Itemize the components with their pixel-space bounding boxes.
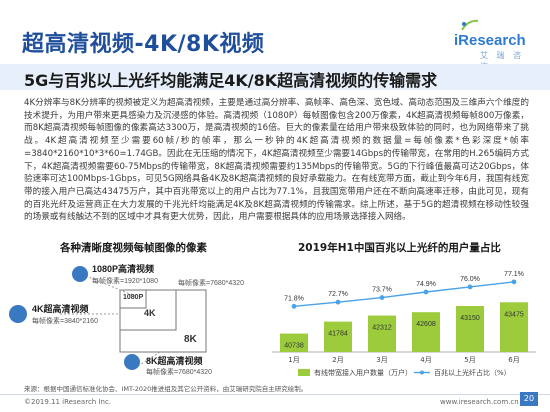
label-4k-px: 每帧像素=3840*2160 [32, 318, 98, 325]
box-8k-label: 8K [184, 334, 197, 345]
body-paragraph: 4K分辨率与8K分辨率的视频被定义为超高清视频，主要是通过高分辨率、高帧率、高色… [24, 98, 529, 223]
website-link[interactable]: www.iresearch.com.cn [440, 398, 519, 406]
x-tick-label: 2月 [332, 356, 343, 364]
label-1080p-px: 每帧像素=1920*1080 [92, 278, 158, 285]
subtitle-bar [0, 64, 550, 90]
legend-line-marker [420, 370, 424, 375]
line-point [335, 299, 341, 305]
legend-line-label: 百兆以上光纤占比（%） [434, 368, 511, 377]
page-subtitle: 5G与百兆以上光纤均能满足4K/8K超高清视频的传输需求 [24, 71, 438, 90]
label-1080p-name: 1080P高清视频 [92, 264, 155, 274]
bar-value-label: 41784 [328, 331, 348, 338]
connector-1080p [85, 275, 136, 297]
footer-divider [0, 394, 550, 395]
bar [368, 315, 396, 352]
legend-bar-label: 有线带宽接入用户数量（万户） [314, 368, 412, 377]
bar [412, 312, 440, 352]
box-1080p [119, 289, 147, 309]
line-point [379, 295, 385, 300]
label-4k-name: 4K超高清视频 [32, 304, 89, 314]
x-tick-label: 6月 [508, 356, 519, 364]
page-title: 超高清视频-4K/8K视频 [22, 32, 265, 57]
source-note: 来源：根据中国通信标准化协会、IMT-2020推进组及其它公开资料，由艾瑞研究院… [24, 385, 308, 393]
x-tick-label: 3月 [376, 356, 387, 364]
line-point [511, 279, 517, 285]
bar-value-label: 43150 [460, 315, 480, 322]
bar-value-label: 42312 [372, 325, 392, 332]
iresearch-logo: iResearch 艾 瑞 咨 询 [454, 14, 534, 71]
copyright: ©2019.11 iResearch Inc. [24, 398, 112, 406]
bar [456, 306, 484, 352]
resolution-diagram-svg [9, 266, 207, 370]
line-value-label: 74.9% [416, 281, 436, 288]
resolution-diagram: 1080P高清视频 每帧像素=1920*1080 每帧像素=7680*4320 … [0, 258, 265, 378]
page-number: 20 [520, 392, 538, 406]
line-value-label: 72.7% [328, 291, 348, 298]
bar [500, 302, 528, 352]
bar [280, 333, 308, 352]
line-value-label: 73.7% [372, 287, 392, 294]
line-value-label: 76.0% [460, 276, 480, 283]
fiber-user-chart: 40738 1月 41784 2月 42312 3月 42608 4月 43150 5月 43475… [264, 254, 544, 384]
x-tick-label: 5月 [464, 356, 475, 364]
line-value-label: 77.1% [504, 271, 524, 278]
box-1080p-label: 1080P [123, 294, 144, 301]
x-tick-label: 4月 [420, 356, 431, 364]
bar [324, 321, 352, 352]
line-point [291, 303, 297, 309]
bar-value-label: 42608 [416, 321, 436, 328]
label-8k-name: 8K超高清视频 [146, 356, 203, 366]
logo-swoosh-icon [461, 19, 479, 31]
left-chart-title: 各种清晰度视频每帧图像的像素 [60, 242, 207, 254]
connector-8k [137, 351, 161, 367]
fiber-user-chart-svg: 40738 1月 41784 2月 42312 3月 42608 4月 43150 5月 43475… [272, 271, 536, 377]
box-4k [119, 289, 177, 331]
line-value-label: 71.8% [284, 295, 304, 302]
label-8k-px: 每帧像素=7680*4320 [146, 369, 212, 376]
box-4k-label: 4K [144, 308, 156, 318]
dot-1080p [72, 266, 88, 282]
bar-value-label: 40738 [284, 343, 304, 350]
legend-bar-swatch [298, 369, 310, 376]
x-tick-label: 1月 [288, 356, 299, 364]
line-series [293, 281, 515, 308]
right-chart-title: 2019年H1中国百兆以上光纤的用户量占比 [298, 242, 501, 254]
bar-value-label: 43475 [504, 311, 524, 318]
dot-8k [124, 354, 140, 370]
line-point [467, 284, 473, 290]
line-point [423, 289, 429, 295]
label-top-px: 每帧像素=7680*4320 [178, 280, 244, 287]
dot-4k [9, 305, 27, 323]
logo-text: iResearch [454, 32, 526, 49]
